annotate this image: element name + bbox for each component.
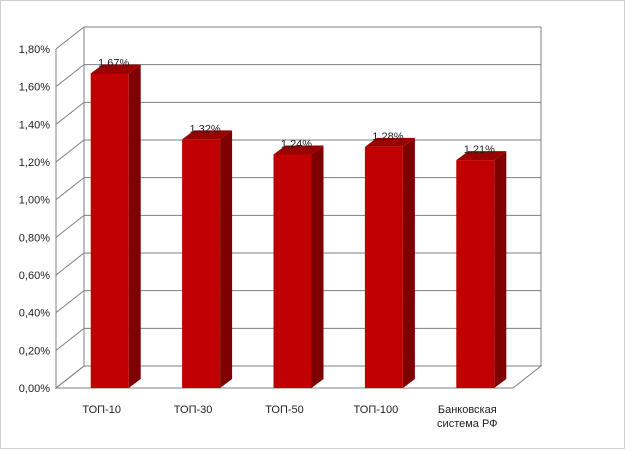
- data-label: 1,28%: [372, 131, 403, 143]
- y-tick-label: 1,80%: [19, 44, 50, 56]
- bar-front: [273, 154, 312, 388]
- data-label: 1,21%: [464, 144, 495, 156]
- y-tick-label: 1,20%: [19, 157, 50, 169]
- y-tick-label: 0,60%: [19, 270, 50, 282]
- bar-side: [311, 145, 324, 388]
- x-category-label: ТОП-30: [174, 404, 213, 416]
- bar-front: [364, 146, 403, 388]
- y-tick-label: 0,00%: [19, 383, 50, 395]
- gridline-depth: [55, 290, 85, 314]
- bar-top: [182, 130, 233, 140]
- chart-frame: 0,00% 0,20% 0,40% 0,60% 0,80% 1,00% 1,20% 1,40%…: [0, 0, 625, 449]
- x-category-label: ТОП-50: [265, 404, 304, 416]
- chart-floor: [54, 365, 543, 389]
- bar: [456, 151, 507, 388]
- bar-chart: 0,00% 0,20% 0,40% 0,60% 0,80% 1,00% 1,20% 1,40%…: [19, 26, 543, 430]
- bar-top: [456, 151, 507, 161]
- gridline-depth: [55, 64, 85, 88]
- gridline-depth: [55, 101, 85, 125]
- y-tick-label: 0,20%: [19, 345, 50, 357]
- y-tick-label: 1,60%: [19, 82, 50, 94]
- data-label: 1,67%: [98, 57, 129, 69]
- x-category-label: Банковская: [438, 404, 497, 416]
- bar-side: [494, 151, 507, 388]
- gridline-depth: [55, 327, 85, 351]
- y-tick-label: 1,00%: [19, 195, 50, 207]
- bar: [364, 137, 415, 388]
- gridline-depth: [55, 177, 85, 201]
- data-label: 1,24%: [281, 138, 312, 150]
- y-tick-label: 1,40%: [19, 119, 50, 131]
- bar-front: [90, 73, 129, 388]
- bars-layer: [90, 64, 507, 388]
- labels-layer: 0,00% 0,20% 0,40% 0,60% 0,80% 1,00% 1,20% 1,40%…: [19, 44, 498, 430]
- bar-side: [402, 137, 415, 388]
- gridline-depth: [55, 252, 85, 276]
- gridline-depth: [55, 26, 85, 50]
- bar: [90, 64, 141, 388]
- bar-side: [220, 130, 233, 388]
- axis-layer: [54, 49, 543, 389]
- bar-top: [273, 145, 324, 155]
- bar-top: [364, 137, 415, 147]
- bar: [182, 130, 233, 388]
- x-category-label: ТОП-10: [82, 404, 121, 416]
- bar-front: [456, 160, 495, 388]
- gridline-depth: [55, 214, 85, 238]
- bar-front: [182, 139, 221, 388]
- gridline-depth: [55, 139, 85, 163]
- x-category-label: система РФ: [437, 418, 498, 430]
- x-category-label: ТОП-100: [354, 404, 399, 416]
- bar: [273, 145, 324, 388]
- y-tick-label: 0,40%: [19, 308, 50, 320]
- data-label: 1,32%: [189, 123, 220, 135]
- bar-side: [128, 64, 141, 388]
- y-tick-label: 0,80%: [19, 232, 50, 244]
- bar-top: [90, 64, 141, 74]
